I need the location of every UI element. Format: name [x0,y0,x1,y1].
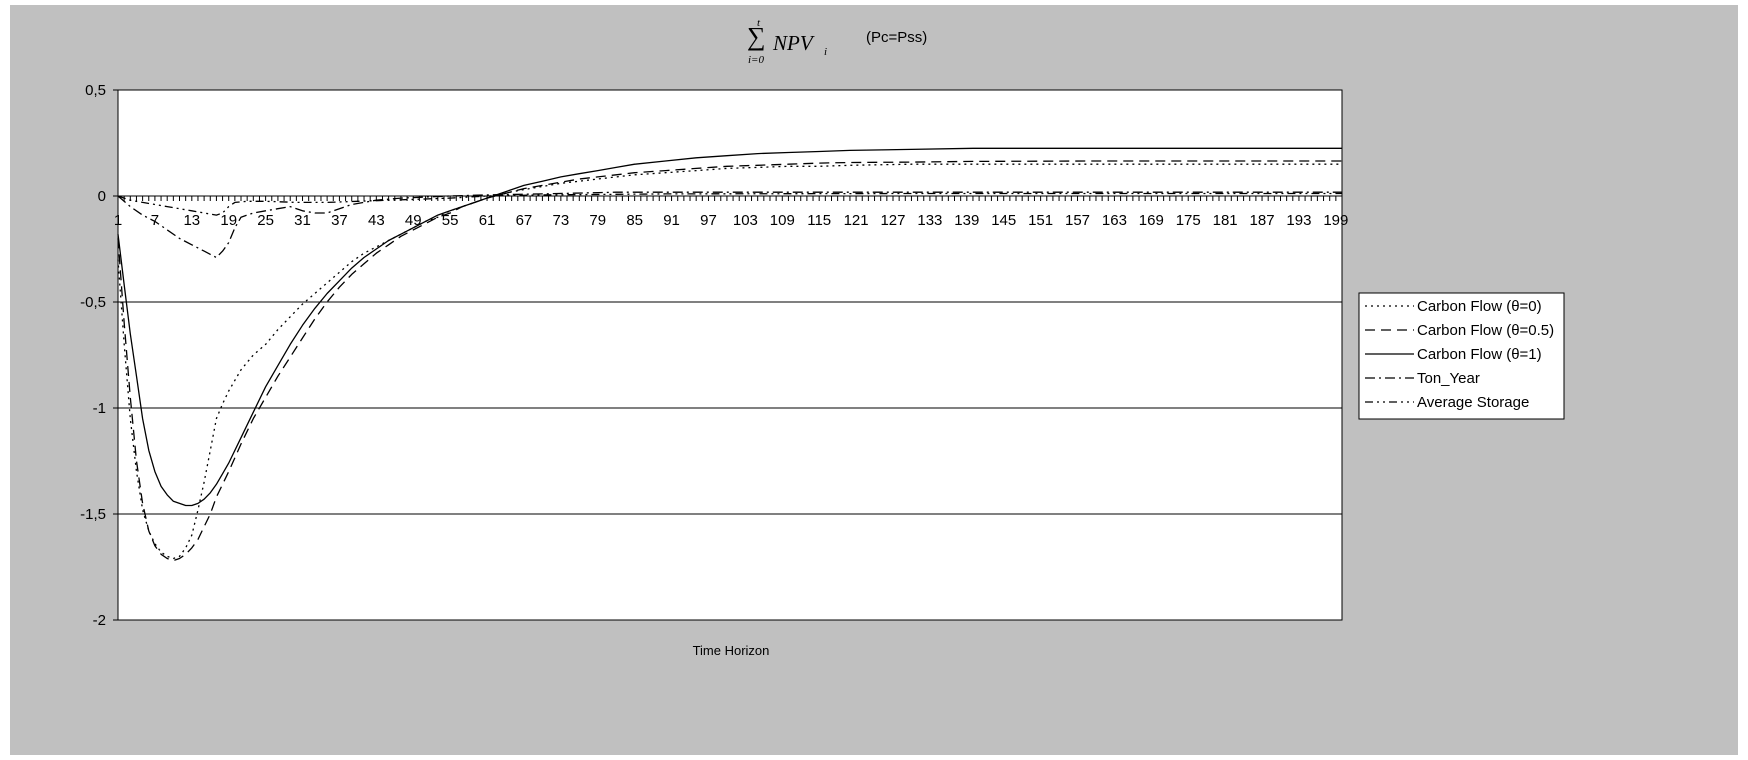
x-tick-label: 121 [844,212,869,229]
x-tick-label: 187 [1250,212,1275,229]
x-tick-label: 67 [516,212,533,229]
chart-area: ∑ t i=0 NPV i (Pc=Pss) 0,5 0 -0,5 -1 -1,5 -2 … [10,5,1738,755]
x-tick-label: 139 [954,212,979,229]
formula-expr: NPV [772,31,815,55]
x-tick-label: 157 [1065,212,1090,229]
x-tick-label: 55 [442,212,459,229]
legend-label: Carbon Flow (θ=1) [1417,346,1542,363]
x-tick-label: 127 [880,212,905,229]
chart-title-formula: ∑ t i=0 NPV i [747,17,827,66]
legend-label: Average Storage [1417,394,1529,411]
x-tick-label: 175 [1176,212,1201,229]
x-tick-label: 199 [1323,212,1348,229]
series-line-3 [117,147,1342,507]
series-line-2 [117,160,1342,562]
x-tick-label: 79 [589,212,606,229]
x-tick-label: 163 [1102,212,1127,229]
x-tick-label: 7 [151,212,159,229]
x-tick-label: 37 [331,212,348,229]
x-tick-label: 103 [733,212,758,229]
chart-subtitle: (Pc=Pss) [866,29,927,46]
x-tick-label: 91 [663,212,680,229]
x-tick-label: 61 [479,212,496,229]
x-tick-label: 109 [770,212,795,229]
x-tick-label: 1 [114,212,122,229]
y-tick-label: -2 [93,612,106,629]
x-tick-label: 31 [294,212,311,229]
x-tick-label: 85 [626,212,643,229]
legend-box [1358,292,1565,420]
x-tick-label: 115 [807,212,831,229]
x-tick-label: 49 [405,212,422,229]
x-tick-label: 181 [1213,212,1238,229]
y-tick-label: 0,5 [85,82,106,99]
legend-label: Carbon Flow (θ=0.5) [1417,322,1554,339]
sigma-upper: t [757,17,761,29]
x-tick-label: 19 [220,212,237,229]
legend-label: Ton_Year [1417,370,1480,387]
x-tick-label: 73 [553,212,570,229]
y-tick-label: -0,5 [80,294,106,311]
y-tick-label: -1 [93,400,106,417]
series-lines [117,147,1342,562]
sigma-symbol: ∑ [747,22,766,51]
x-tick-label: 133 [917,212,942,229]
x-tick-label: 151 [1028,212,1053,229]
x-tick-label: 97 [700,212,717,229]
x-axis-label: Time Horizon [693,643,770,658]
x-tick-label: 13 [183,212,200,229]
x-tick-label: 25 [257,212,274,229]
legend: Carbon Flow (θ=0) Carbon Flow (θ=0.5) Carb… [1358,292,1565,420]
legend-label: Carbon Flow (θ=0) [1417,298,1542,315]
x-tick-label: 193 [1286,212,1311,229]
plot-area [117,89,1343,621]
series-line-4 [117,191,1342,259]
x-tick-label: 43 [368,212,385,229]
series-line-5 [117,192,1342,216]
sigma-lower: i=0 [748,54,764,66]
x-axis: 1 7 13 19 25 31 37 43 49 55 61 67 73 79 85 91 97 103 109 11… [114,195,1348,229]
y-tick-label: 0 [98,188,106,205]
y-tick-label: -1,5 [80,506,106,523]
x-tick-label: 145 [991,212,1016,229]
x-tick-label: 169 [1139,212,1164,229]
series-line-1 [117,163,1342,560]
formula-sub: i [824,46,827,58]
y-axis: 0,5 0 -0,5 -1 -1,5 -2 [80,82,118,629]
gridlines [118,301,1342,515]
chart-svg: ∑ t i=0 NPV i (Pc=Pss) 0,50-0,5-1-1,5-2 … [80,17,1565,658]
